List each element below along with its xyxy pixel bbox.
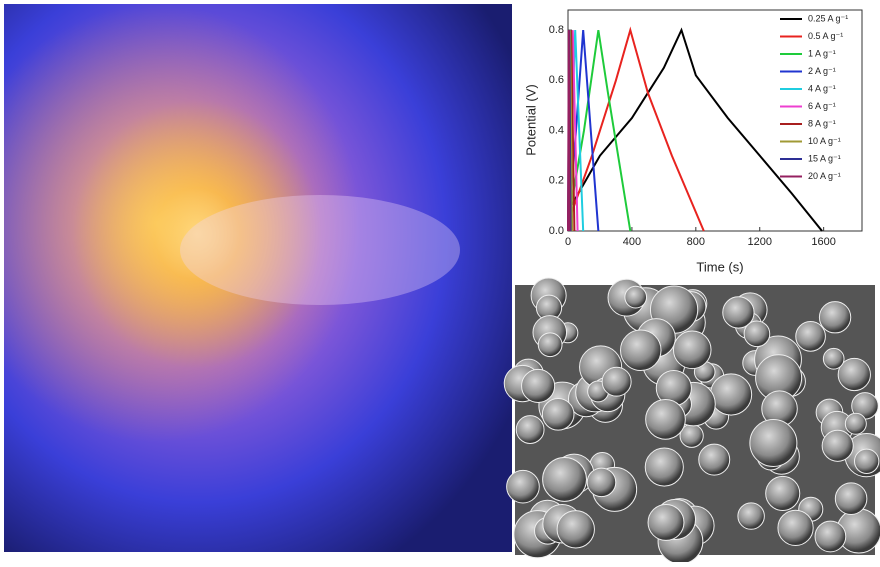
sem-particle [818, 301, 852, 334]
legend-label: 2 A g⁻¹ [808, 66, 836, 76]
sem-particle [645, 399, 686, 440]
sem-particle [506, 469, 540, 504]
series-line [567, 29, 632, 232]
sem-particle [737, 502, 765, 530]
sem-particle [521, 368, 556, 403]
sem-particle [542, 456, 587, 502]
y-tick-label: 0.0 [549, 225, 564, 237]
sem-particle [644, 447, 684, 487]
chart: Time (s) Potential (V) 0 400 800 1200 1600 0.… [523, 9, 863, 274]
sem-particle [537, 332, 563, 358]
legend-label: 8 A g⁻¹ [808, 118, 836, 128]
photo-device [180, 195, 460, 305]
sem-particle [795, 321, 826, 352]
legend-label: 10 A g⁻¹ [808, 136, 841, 146]
sem-particle [541, 397, 575, 431]
y-axis-label: Potential (V) [523, 84, 538, 156]
x-axis-label: Time (s) [696, 259, 743, 274]
sem-particle [749, 418, 798, 467]
sem-particle [698, 443, 731, 476]
legend-label: 1 A g⁻¹ [808, 48, 836, 58]
sem-particle [834, 482, 868, 515]
sem-particle [722, 296, 755, 329]
y-tick-label: 0.6 [549, 74, 564, 86]
sem-particle [821, 429, 854, 462]
sem-particle [601, 366, 632, 397]
sem-particle [854, 448, 880, 474]
y-tick-label: 0.8 [549, 24, 564, 36]
sem-particle [624, 285, 648, 309]
legend-label: 15 A g⁻¹ [808, 153, 841, 163]
legend-label: 6 A g⁻¹ [808, 101, 836, 111]
legend-label: 20 A g⁻¹ [808, 171, 841, 181]
x-tick-label: 1200 [747, 236, 771, 248]
x-tick-label: 1600 [811, 236, 835, 248]
sem-particle [765, 475, 801, 511]
sem-particle [586, 467, 617, 498]
series-line [567, 30, 571, 232]
legend-label: 0.5 A g⁻¹ [808, 31, 843, 41]
y-tick-label: 0.2 [549, 175, 564, 187]
y-tick-label: 0.4 [549, 124, 564, 136]
x-tick-label: 0 [565, 236, 571, 248]
legend-label: 4 A g⁻¹ [808, 83, 836, 93]
sem-particle [620, 329, 662, 372]
sem-particle [743, 320, 771, 348]
sem-particle [672, 330, 712, 370]
sem-particle [777, 509, 814, 546]
sem-particle [647, 504, 685, 541]
sem-particle [814, 520, 847, 553]
sem-particle [556, 510, 595, 549]
sem-particle [837, 357, 871, 392]
x-tick-label: 400 [623, 236, 641, 248]
x-tick-label: 800 [687, 236, 705, 248]
sem-particles [503, 277, 880, 565]
legend-label: 0.25 A g⁻¹ [808, 13, 848, 23]
sem-particle [844, 412, 867, 435]
sem-particle [515, 415, 545, 444]
sem-particle [822, 347, 845, 370]
photo-glow [4, 4, 512, 552]
sem-particle [709, 373, 753, 416]
